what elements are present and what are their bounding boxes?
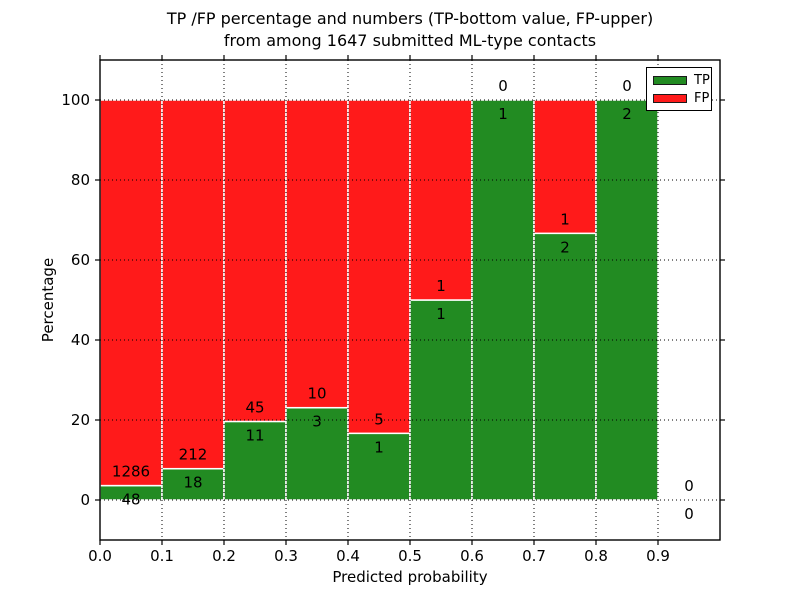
chart-title-line1: TP /FP percentage and numbers (TP-bottom… xyxy=(166,9,654,28)
y-tick-label-60: 60 xyxy=(71,251,90,269)
tp-count-label-3: 3 xyxy=(312,413,322,431)
tp-count-label-5: 1 xyxy=(436,305,446,323)
y-tick-label-80: 80 xyxy=(71,171,90,189)
tp-count-label-0: 48 xyxy=(121,491,140,509)
x-tick-label-0.3: 0.3 xyxy=(274,547,298,565)
y-tick-label-0: 0 xyxy=(80,491,90,509)
tp-bar-3 xyxy=(285,406,349,501)
y-tick-label-20: 20 xyxy=(71,411,90,429)
fp-count-label-0: 1286 xyxy=(112,463,150,481)
fp-count-label-4: 5 xyxy=(374,410,384,428)
legend-item-fp: FP xyxy=(653,92,709,105)
tp-count-label-2: 11 xyxy=(245,426,264,444)
tp-bar-4 xyxy=(347,432,411,501)
fp-bar-3 xyxy=(285,99,349,409)
legend-label-fp: FP xyxy=(694,90,710,106)
tp-color-swatch xyxy=(653,75,687,85)
fp-color-swatch xyxy=(653,93,687,103)
x-tick-label-0.7: 0.7 xyxy=(522,547,546,565)
y-tick-label-100: 100 xyxy=(61,91,90,109)
y-tick-label-40: 40 xyxy=(71,331,90,349)
x-tick-label-0.9: 0.9 xyxy=(646,547,670,565)
fp-count-label-6: 0 xyxy=(498,77,508,95)
x-tick-label-0.4: 0.4 xyxy=(336,547,360,565)
fp-count-label-5: 1 xyxy=(436,277,446,295)
fp-count-label-3: 10 xyxy=(307,385,326,403)
tp-bar-7 xyxy=(533,232,597,501)
tp-bar-5 xyxy=(409,299,473,501)
legend-item-tp: TP xyxy=(653,74,710,87)
fp-count-label-1: 212 xyxy=(179,446,208,464)
legend-label-tp: TP xyxy=(694,72,710,88)
fp-count-label-2: 45 xyxy=(245,398,264,416)
fp-bar-4 xyxy=(347,99,411,435)
fp-count-label-7: 1 xyxy=(560,210,570,228)
fp-bar-0 xyxy=(99,99,163,487)
chart-title: TP /FP percentage and numbers (TP-bottom… xyxy=(100,8,720,52)
tp-bar-8 xyxy=(595,99,659,501)
fp-count-label-8: 0 xyxy=(622,77,632,95)
y-axis-label: Percentage xyxy=(39,257,57,343)
x-tick-label-0.2: 0.2 xyxy=(212,547,236,565)
x-tick-label-0.1: 0.1 xyxy=(150,547,174,565)
fp-count-label-9: 0 xyxy=(684,477,694,495)
tp-count-label-7: 2 xyxy=(560,238,570,256)
fp-bar-1 xyxy=(161,99,225,470)
tp-bar-6 xyxy=(471,99,535,501)
tp-count-label-9: 0 xyxy=(684,505,694,523)
tp-count-label-6: 1 xyxy=(498,105,508,123)
chart-title-line2: from among 1647 submitted ML-type contac… xyxy=(223,31,597,50)
tp-count-label-4: 1 xyxy=(374,438,384,456)
x-tick-label-0.0: 0.0 xyxy=(88,547,112,565)
tp-count-label-1: 18 xyxy=(183,474,202,492)
x-tick-label-0.6: 0.6 xyxy=(460,547,484,565)
legend: TP FP xyxy=(646,67,712,111)
x-tick-label-0.8: 0.8 xyxy=(584,547,608,565)
tp-count-label-8: 2 xyxy=(622,105,632,123)
x-tick-label-0.5: 0.5 xyxy=(398,547,422,565)
fp-bar-5 xyxy=(409,99,473,301)
fp-bar-2 xyxy=(223,99,287,423)
x-axis-label: Predicted probability xyxy=(332,568,488,586)
fp-bar-7 xyxy=(533,99,597,235)
